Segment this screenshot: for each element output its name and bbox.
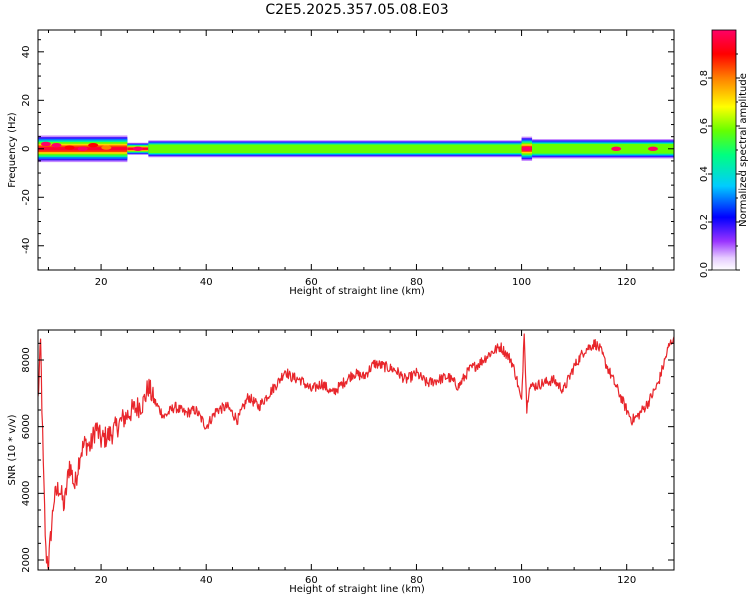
spectrogram-panel: 20 40 60 80 100 120 -40 -20 0 20 40 Height of stra… bbox=[7, 29, 675, 297]
colorbar-tick-label: 0.6 bbox=[699, 118, 710, 134]
spectrogram-band-2-level-4 bbox=[148, 144, 522, 154]
spectrogram-y-tick-label: -40 bbox=[21, 238, 32, 254]
snr-x-tick-label: 20 bbox=[95, 575, 108, 586]
spectrogram-y-tick-label: 0 bbox=[21, 146, 32, 152]
spectrogram-hotspot bbox=[51, 142, 62, 148]
spectrogram-band-4-level-4 bbox=[532, 143, 674, 154]
snr-y-label: SNR (10 * v/v) bbox=[7, 414, 18, 485]
spectrogram-hotspot bbox=[40, 141, 51, 147]
snr-y-tick-label: 8000 bbox=[21, 347, 32, 372]
colorbar-tick-label: 0.2 bbox=[699, 214, 710, 230]
spectrogram-hotspot bbox=[77, 146, 88, 151]
spectrogram-x-label: Height of straight line (km) bbox=[289, 286, 425, 297]
spectrogram-y-tick-label: 40 bbox=[21, 45, 32, 58]
spectrogram-x-tick-label: 20 bbox=[95, 277, 108, 288]
spectrogram-x-tick-label: 80 bbox=[410, 277, 423, 288]
spectrogram-y-tick-label: -20 bbox=[21, 189, 32, 205]
snr-x-tick-label: 40 bbox=[200, 575, 213, 586]
spectrogram-hotspot bbox=[88, 142, 99, 148]
snr-x-tick-label: 60 bbox=[305, 575, 318, 586]
spectrogram-x-tick-label: 40 bbox=[200, 277, 213, 288]
spectrogram-x-tick-label: 120 bbox=[617, 277, 636, 288]
spectrogram-heatmap bbox=[38, 135, 674, 163]
snr-panel: 20 40 60 80 100 120 2000 4000 6000 8000 Height of… bbox=[7, 329, 675, 595]
snr-x-tick-label: 120 bbox=[617, 575, 636, 586]
spectrogram-hotspot bbox=[132, 146, 143, 151]
spectrogram-hotspot bbox=[101, 145, 112, 150]
spectrogram-hotspot bbox=[611, 146, 622, 151]
colorbar-tick-label: 0.4 bbox=[699, 166, 710, 182]
spectrogram-hotspot bbox=[647, 146, 658, 151]
colorbar-ticks: 0.0 0.2 0.4 0.6 0.8 bbox=[699, 53, 740, 278]
spectrogram-frame bbox=[37, 29, 675, 271]
colorbar-tick-label: 0.0 bbox=[699, 262, 710, 278]
snr-x-tick-label: 100 bbox=[512, 575, 531, 586]
spectrogram-x-tick-label: 100 bbox=[512, 277, 531, 288]
spectrogram-hotspot bbox=[64, 145, 75, 150]
chart-title: C2E5.2025.357.05.08.E03 bbox=[265, 2, 448, 18]
colorbar-gradient bbox=[711, 29, 737, 271]
colorbar: 0.0 0.2 0.4 0.6 0.8 Normalized spectral ampl… bbox=[699, 29, 749, 278]
snr-y-tick-label: 4000 bbox=[21, 481, 32, 506]
snr-y-tick-label: 6000 bbox=[21, 414, 32, 439]
spectrogram-y-label: Frequency (Hz) bbox=[7, 112, 18, 188]
snr-frame bbox=[37, 329, 675, 571]
snr-x-label: Height of straight line (km) bbox=[289, 584, 425, 595]
colorbar-label: Normalized spectral amplitude bbox=[738, 73, 749, 227]
spectrogram-hotspot bbox=[521, 146, 532, 151]
snr-y-tick-label: 2000 bbox=[21, 547, 32, 572]
colorbar-tick-label: 0.8 bbox=[699, 70, 710, 86]
spectrogram-y-tick-label: 20 bbox=[21, 94, 32, 107]
snr-series-line bbox=[38, 333, 674, 570]
spectrogram-x-tick-label: 60 bbox=[305, 277, 318, 288]
snr-x-tick-label: 80 bbox=[410, 575, 423, 586]
